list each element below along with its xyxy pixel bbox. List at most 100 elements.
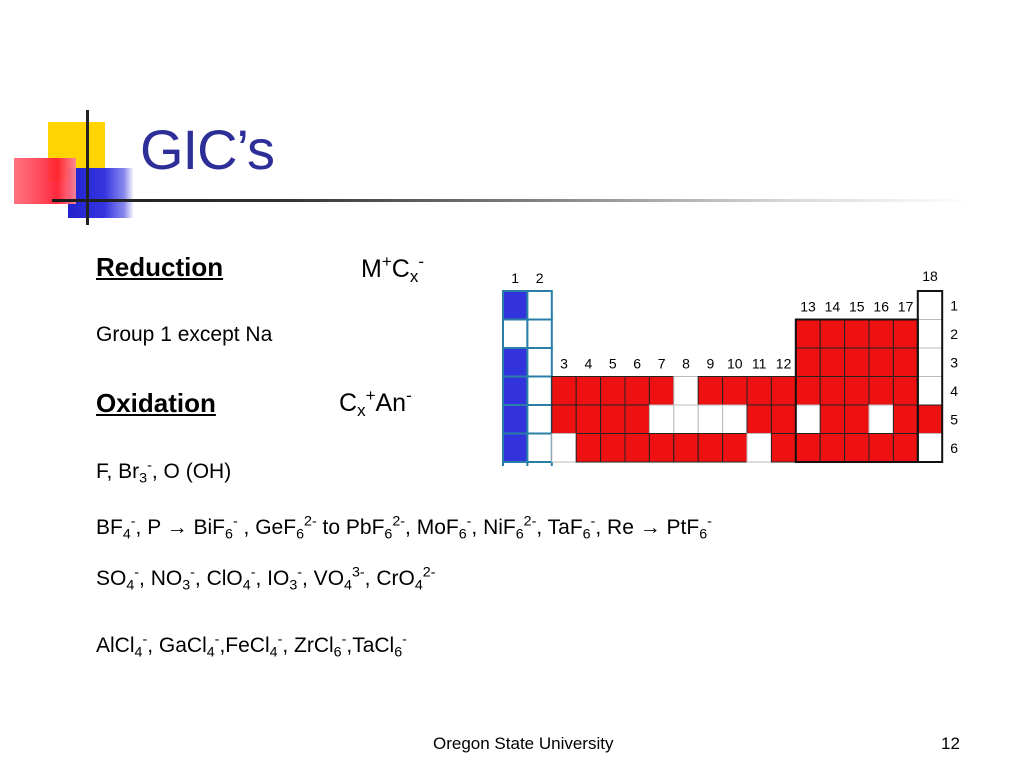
periodic-table-cell <box>526 404 553 435</box>
periodic-table-cell <box>746 376 772 406</box>
periodic-table-cell <box>551 433 577 463</box>
period-label: 1 <box>950 297 958 313</box>
periodic-table-cell <box>697 433 724 463</box>
periodic-table-cell <box>502 318 529 349</box>
period-label: 5 <box>950 411 958 427</box>
group-label: 13 <box>800 299 816 315</box>
line-chlorides: AlCl4-, GaCl4-,FeCl4-, ZrCl6-,TaCl6- <box>96 631 407 661</box>
periodic-table-cell <box>795 433 821 463</box>
group-label: 15 <box>849 299 865 315</box>
group-label: 7 <box>658 356 666 372</box>
periodic-table-cell <box>868 376 894 406</box>
periodic-table-cell <box>746 404 772 434</box>
periodic-table-cell <box>917 433 943 463</box>
periodic-table-cell <box>770 433 797 463</box>
periodic-table-cell <box>917 404 943 434</box>
periodic-table-cell <box>624 404 650 434</box>
periodic-table-cell <box>746 433 772 463</box>
periodic-table-cell <box>892 404 919 434</box>
periodic-table-cell <box>722 376 748 406</box>
period-label: 3 <box>950 354 958 370</box>
periodic-table-cell <box>600 376 626 406</box>
group-label: 3 <box>560 356 568 372</box>
reduction-row: Reduction <box>96 252 223 283</box>
group-label: 14 <box>825 299 841 315</box>
periodic-table-cell <box>795 347 821 377</box>
periodic-table-cell <box>575 433 602 463</box>
line-fluorides: BF4-, P → BiF6- , GeF62- to PbF62-, MoF6… <box>96 513 712 543</box>
periodic-table-cell <box>551 376 577 406</box>
reduction-label: Reduction <box>96 252 224 282</box>
periodic-table-cell <box>673 376 699 406</box>
periodic-table-cell <box>795 404 821 434</box>
period-label: 4 <box>950 383 958 399</box>
periodic-table-cell <box>502 461 529 466</box>
decor-red-square <box>14 158 76 204</box>
periodic-table-cell <box>892 376 919 406</box>
periodic-table-cell <box>795 376 821 406</box>
periodic-table-cell <box>673 404 699 434</box>
periodic-table-cell <box>770 404 797 434</box>
periodic-table-cell <box>502 290 529 321</box>
periodic-table-cell <box>892 319 919 349</box>
periodic-table-cell <box>624 433 650 463</box>
group-label: 2 <box>536 270 544 286</box>
periodic-table-cell <box>819 347 846 377</box>
group-label: 10 <box>727 356 743 372</box>
periodic-table-block-outline <box>916 290 944 463</box>
periodic-table-cell <box>526 432 553 463</box>
periodic-table-cell <box>502 347 529 378</box>
oxidation-label: Oxidation <box>96 388 216 418</box>
periodic-table-cell <box>844 347 870 377</box>
periodic-table-cell <box>819 376 846 406</box>
periodic-table-cell <box>697 376 724 406</box>
periodic-table-cell <box>819 319 846 349</box>
periodic-table-cell <box>575 404 602 434</box>
oxidation-row: Oxidation <box>96 388 216 419</box>
slide-title: GIC’s <box>140 118 275 181</box>
group-label: 8 <box>682 356 690 372</box>
periodic-table-cell <box>502 404 529 435</box>
periodic-table-cell <box>526 375 553 406</box>
periodic-table-cell <box>917 319 943 349</box>
periodic-table-cell <box>648 404 675 434</box>
periodic-table-cell <box>648 376 675 406</box>
reduction-formula: M+Cx- <box>361 251 424 287</box>
periodic-table-cell <box>624 376 650 406</box>
periodic-table-cell <box>917 290 943 320</box>
periodic-table-cell <box>819 404 846 434</box>
decor-vertical-line <box>86 110 89 225</box>
periodic-table-cell <box>526 347 553 378</box>
periodic-table-cell <box>892 347 919 377</box>
group-label: 17 <box>898 299 914 315</box>
line-halide: F, Br3-, O (OH) <box>96 457 232 487</box>
periodic-table-cell <box>697 404 724 434</box>
group-label: 5 <box>609 356 617 372</box>
group-note: Group 1 except Na <box>96 323 273 346</box>
period-label: 2 <box>950 326 958 342</box>
periodic-table-cell <box>868 319 894 349</box>
periodic-table-cell <box>600 433 626 463</box>
group-label: 16 <box>873 299 889 315</box>
group-label: 4 <box>585 356 593 372</box>
oxidation-formula: Cx+An- <box>339 385 412 421</box>
page-number: 12 <box>941 734 960 753</box>
group-label: 6 <box>633 356 641 372</box>
group-label: 18 <box>922 268 938 284</box>
periodic-table-cell <box>917 376 943 406</box>
periodic-table-cell <box>844 404 870 434</box>
periodic-table-cell <box>551 404 577 434</box>
periodic-table-cell <box>868 347 894 377</box>
decor-blue-square <box>68 168 134 218</box>
line-oxyanions: SO4-, NO3-, ClO4-, IO3-, VO43-, CrO42- <box>96 564 436 594</box>
periodic-table-cell <box>795 319 821 349</box>
periodic-table-cell <box>770 376 797 406</box>
periodic-table-cell <box>722 404 748 434</box>
group-label: 11 <box>752 356 767 372</box>
period-label: 6 <box>950 440 958 456</box>
periodic-table-cell <box>600 404 626 434</box>
periodic-table-cell <box>819 433 846 463</box>
periodic-table-cell <box>648 433 675 463</box>
group-label: 12 <box>776 356 792 372</box>
